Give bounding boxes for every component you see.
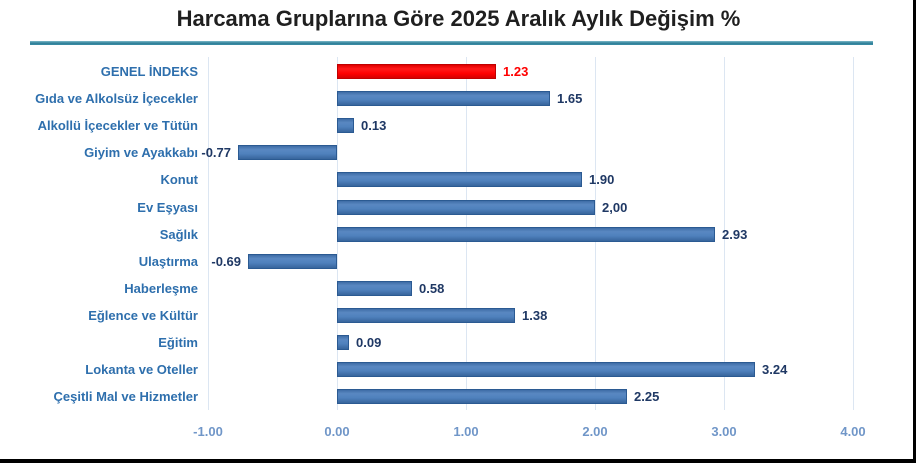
value-label: -0.69 bbox=[211, 254, 241, 269]
title-underline bbox=[30, 41, 873, 45]
x-tick-label: 3.00 bbox=[711, 424, 737, 439]
gridline-x--1.00 bbox=[208, 57, 209, 410]
category-label: Gıda ve Alkolsüz İçecekler bbox=[35, 91, 198, 106]
category-label: Haberleşme bbox=[124, 281, 198, 296]
category-label: Çeşitli Mal ve Hizmetler bbox=[53, 389, 199, 404]
value-label: 0.58 bbox=[419, 281, 445, 296]
category-label: Ev Eşyası bbox=[137, 200, 198, 215]
bar-highlight bbox=[337, 64, 496, 79]
category-label: Eğitim bbox=[158, 335, 198, 350]
category-label: Sağlık bbox=[159, 227, 198, 242]
x-tick-label: 2.00 bbox=[582, 424, 608, 439]
bar-value bbox=[337, 91, 550, 106]
category-label: Lokanta ve Oteller bbox=[85, 362, 198, 377]
value-label: 3.24 bbox=[762, 362, 788, 377]
value-label: 2.93 bbox=[722, 227, 748, 242]
value-label: -0.77 bbox=[201, 145, 231, 160]
value-label: 1.65 bbox=[557, 91, 583, 106]
x-tick-label: -1.00 bbox=[193, 424, 223, 439]
category-label: GENEL İNDEKS bbox=[100, 64, 198, 79]
category-label: Ulaştırma bbox=[138, 254, 198, 269]
value-label: 1.38 bbox=[522, 308, 548, 323]
bar-value bbox=[337, 308, 515, 323]
category-label: Konut bbox=[160, 172, 198, 187]
bar-value bbox=[337, 118, 354, 133]
bar-value bbox=[337, 172, 582, 187]
frame-border-right bbox=[913, 0, 916, 462]
bar-value bbox=[337, 281, 412, 296]
value-label: 2,00 bbox=[602, 200, 628, 215]
bar-value bbox=[337, 335, 349, 350]
value-label: 1.90 bbox=[589, 172, 615, 187]
gridline-x-3.00 bbox=[724, 57, 725, 410]
frame-border-bottom bbox=[0, 459, 916, 463]
value-label: 0.09 bbox=[356, 335, 382, 350]
x-tick-label: 4.00 bbox=[840, 424, 866, 439]
value-label: 2.25 bbox=[634, 389, 660, 404]
bar-value bbox=[337, 200, 595, 215]
value-label: 1.23 bbox=[503, 64, 529, 79]
category-label: Eğlence ve Kültür bbox=[88, 308, 198, 323]
bar-value bbox=[337, 227, 715, 242]
value-label: 0.13 bbox=[361, 118, 387, 133]
bar-value bbox=[248, 254, 337, 269]
bar-value bbox=[337, 389, 627, 404]
category-label: Giyim ve Ayakkabı bbox=[84, 145, 198, 160]
bar-value bbox=[337, 362, 755, 377]
category-label: Alkollü İçecekler ve Tütün bbox=[37, 118, 198, 133]
x-tick-label: 1.00 bbox=[453, 424, 479, 439]
chart-title: Harcama Gruplarına Göre 2025 Aralık Aylı… bbox=[176, 6, 741, 31]
x-tick-label: 0.00 bbox=[324, 424, 350, 439]
gridline-x-4.00 bbox=[853, 57, 854, 410]
bar-value bbox=[238, 145, 337, 160]
